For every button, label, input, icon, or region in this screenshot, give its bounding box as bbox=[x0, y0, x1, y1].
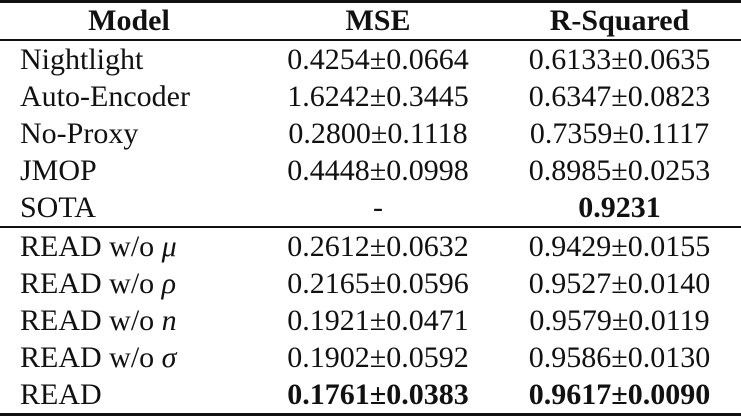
model-label: READ w/o bbox=[20, 229, 162, 263]
r-squared-cell: 0.8985±0.0253 bbox=[528, 153, 711, 187]
table-row-read-wo-mu: READ w/o μ 0.2612±0.0632 0.9429±0.0155 bbox=[0, 226, 741, 265]
model-cell: SOTA bbox=[20, 190, 96, 224]
mse-cell: 0.1902±0.0592 bbox=[287, 340, 469, 374]
table-row-read-wo-n: READ w/o n 0.1921±0.0471 0.9579±0.0119 bbox=[0, 302, 741, 339]
model-cell: READ w/o n bbox=[0, 302, 258, 339]
model-label: READ w/o bbox=[20, 303, 162, 337]
r-squared-cell: 0.9429±0.0155 bbox=[498, 226, 741, 265]
rho-symbol: ρ bbox=[161, 266, 177, 300]
column-header-mse: MSE bbox=[258, 1, 498, 41]
model-cell: Auto-Encoder bbox=[20, 79, 190, 113]
mse-cell: 0.4448±0.0998 bbox=[287, 153, 469, 187]
header-row: Model MSE R-Squared bbox=[0, 1, 741, 41]
mu-symbol: μ bbox=[161, 229, 177, 263]
table-header: Model MSE R-Squared bbox=[0, 1, 741, 41]
column-header-model: Model bbox=[0, 1, 258, 41]
table-row-read-wo-sigma: READ w/o σ 0.1902±0.0592 0.9586±0.0130 bbox=[0, 339, 741, 376]
n-symbol: n bbox=[161, 303, 177, 337]
r-squared-cell: 0.9579±0.0119 bbox=[529, 303, 710, 337]
model-label: READ w/o bbox=[20, 266, 162, 300]
mse-cell: 0.1921±0.0471 bbox=[287, 303, 469, 337]
mse-cell: 0.1761±0.0383 bbox=[287, 377, 469, 411]
r-squared-cell: 0.6347±0.0823 bbox=[528, 79, 711, 113]
table-row-no-proxy: No-Proxy 0.2800±0.1118 0.7359±0.1117 bbox=[0, 115, 741, 152]
model-cell: READ bbox=[20, 377, 102, 411]
column-header-r-squared: R-Squared bbox=[498, 1, 741, 41]
mse-cell: 0.2612±0.0632 bbox=[258, 226, 498, 265]
sigma-symbol: σ bbox=[161, 340, 177, 374]
mse-cell: 0.2800±0.1118 bbox=[288, 116, 468, 150]
table-row-jmop: JMOP 0.4448±0.0998 0.8985±0.0253 bbox=[0, 152, 741, 189]
mse-cell: 0.4254±0.0664 bbox=[287, 42, 469, 76]
table-row-auto-encoder: Auto-Encoder 1.6242±0.3445 0.6347±0.0823 bbox=[0, 78, 741, 115]
model-cell: READ w/o μ bbox=[0, 226, 258, 265]
mse-cell: 1.6242±0.3445 bbox=[287, 79, 469, 113]
model-cell: Nightlight bbox=[20, 42, 144, 76]
r-squared-cell: 0.9617±0.0090 bbox=[528, 377, 711, 411]
r-squared-cell: 0.9586±0.0130 bbox=[528, 340, 711, 374]
table-row-read-wo-rho: READ w/o ρ 0.2165±0.0596 0.9527±0.0140 bbox=[0, 265, 741, 302]
r-squared-cell: 0.9231 bbox=[578, 190, 661, 224]
r-squared-cell: 0.7359±0.1117 bbox=[529, 116, 710, 150]
table-row-sota: SOTA - 0.9231 bbox=[0, 189, 741, 227]
model-label: READ w/o bbox=[20, 340, 162, 374]
r-squared-cell: 0.9527±0.0140 bbox=[528, 266, 711, 300]
mse-cell: 0.2165±0.0596 bbox=[287, 266, 469, 300]
model-cell: No-Proxy bbox=[20, 116, 139, 150]
model-cell: READ w/o σ bbox=[0, 339, 258, 376]
model-cell: READ w/o ρ bbox=[0, 265, 258, 302]
table-row-read: READ 0.1761±0.0383 0.9617±0.0090 bbox=[0, 376, 741, 415]
table-body: Nightlight 0.4254±0.0664 0.6133±0.0635 A… bbox=[0, 40, 741, 415]
table-row-nightlight: Nightlight 0.4254±0.0664 0.6133±0.0635 bbox=[0, 40, 741, 78]
mse-cell: - bbox=[373, 190, 383, 224]
r-squared-cell: 0.6133±0.0635 bbox=[528, 42, 711, 76]
model-cell: JMOP bbox=[20, 153, 97, 187]
